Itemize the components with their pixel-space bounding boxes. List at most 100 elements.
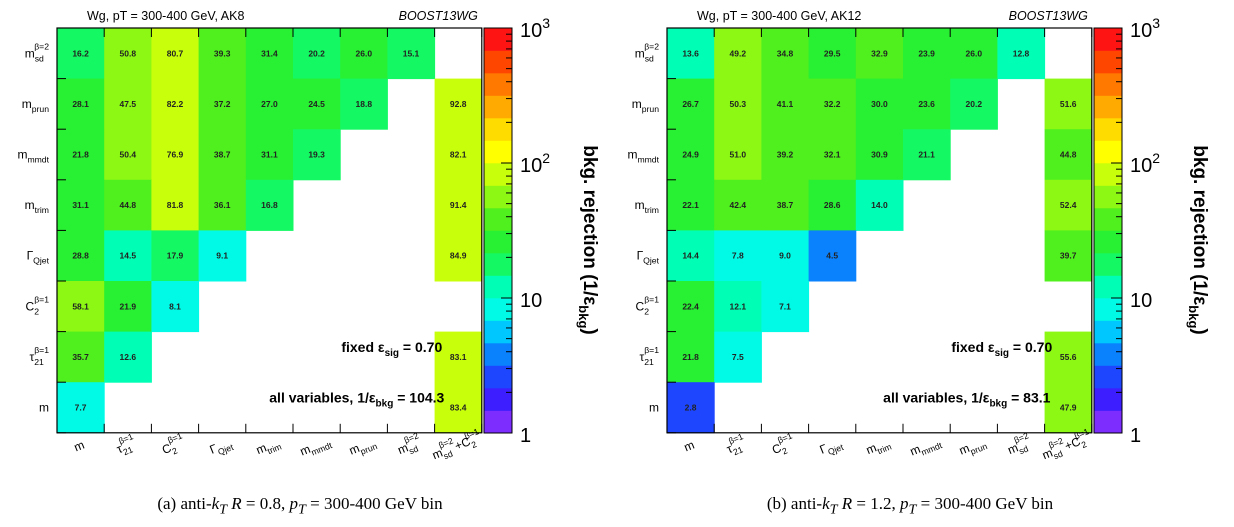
x-tick-label: mprun	[347, 434, 379, 460]
heatmap-cell	[57, 179, 105, 231]
x-tick-label-main: m	[908, 442, 923, 459]
heatmap-cell	[714, 28, 762, 80]
colorbar-band	[1094, 50, 1122, 74]
y-tick-label: m	[39, 401, 49, 415]
y-tick-label: msd β=2	[25, 41, 50, 63]
heatmap-cell	[714, 230, 762, 282]
annotation-signal-efficiency-sub: sig	[385, 348, 399, 359]
heatmap-cell	[714, 179, 762, 231]
heatmap-cell	[104, 281, 152, 333]
caption-b-p: p	[900, 494, 909, 513]
x-tick-label: C2β=1	[158, 430, 188, 459]
cell-value-label: 21.8	[682, 352, 699, 362]
cell-value-label: 20.2	[966, 99, 983, 109]
cell-value-label: 84.9	[450, 251, 467, 261]
y-tick-label-main: m	[39, 401, 49, 415]
annotation-all-variables-value: = 83.1	[1007, 389, 1050, 405]
colorbar-tick-label: 1	[520, 425, 531, 447]
colorbar-title-text: bkg. rejection (1/	[579, 145, 600, 297]
y-tick-label: C2 β=1	[636, 294, 660, 316]
x-tick-label-main: m	[72, 438, 87, 455]
y-tick-label-sup: β=2	[34, 41, 49, 51]
heatmap-cell	[434, 129, 483, 181]
cell-value-label: 4.5	[826, 251, 838, 261]
x-tick-label: mprun	[957, 434, 989, 460]
heatmap-cell	[198, 179, 247, 231]
cell-value-label: 50.3	[730, 99, 747, 109]
x-tick-label-sup: β=1	[727, 431, 745, 446]
x-tick-label: τ21β=1	[723, 431, 750, 459]
colorbar-band	[1094, 73, 1122, 96]
y-tick-label: msd β=2	[635, 41, 660, 63]
y-tick-label-sub: sd	[35, 53, 44, 63]
colorbar-band	[484, 118, 512, 141]
cell-value-label: 28.1	[72, 99, 89, 109]
x-tick-label-main: Γ	[818, 441, 830, 457]
colorbar-band	[484, 275, 512, 299]
cell-value-label: 92.8	[450, 99, 467, 109]
x-tick-label-sub: mmdt	[920, 440, 944, 458]
heatmap-cell	[104, 129, 152, 181]
heatmap-cell	[434, 331, 483, 383]
chart-title: Wg, pT = 300-400 GeV, AK12	[697, 9, 861, 23]
y-tick-label-sup: β=1	[644, 345, 659, 355]
annotation-all-variables: all variables, 1/εbkg = 104.3	[269, 389, 444, 409]
axis-ticks	[666, 27, 1093, 434]
cell-value-label: 50.8	[120, 48, 137, 58]
caption-a-suffix: = 300-400 GeV bin	[305, 494, 443, 513]
colorbar-tick-label-base: 1	[520, 425, 531, 447]
y-tick-label: τ21 β=1	[639, 345, 659, 367]
colorbar-title-text: bkg. rejection (1/	[1189, 145, 1210, 297]
x-tick-label-sub: sd	[442, 449, 454, 462]
colorbar-band	[484, 185, 512, 209]
annotation-all-variables-symbol: ε	[369, 389, 376, 405]
cell-value-label: 39.7	[1060, 251, 1077, 261]
y-tick-label-sub: sd	[645, 53, 654, 63]
colorbar-band	[484, 298, 512, 321]
heatmap-cell	[57, 281, 105, 333]
colorbar-band	[1094, 185, 1122, 209]
heatmap-cell	[57, 331, 105, 383]
colorbar-title: bkg. rejection (1/εbkg)	[576, 145, 600, 334]
x-tick-label-main: m	[347, 441, 362, 458]
annotation-signal-efficiency-prefix: fixed	[951, 339, 988, 355]
annotation-signal-efficiency-value: = 0.70	[1009, 339, 1052, 355]
x-tick-label: ΓQjet	[818, 435, 846, 459]
colorbar-band	[1094, 230, 1122, 254]
heatmap-cell	[761, 78, 810, 130]
heatmap-cell	[293, 129, 341, 181]
cell-value-label: 9.1	[216, 251, 228, 261]
cell-value-label: 14.4	[682, 251, 699, 261]
y-tick-label-sub: mmdt	[27, 155, 49, 165]
heatmap-cell	[855, 78, 904, 130]
caption-b-mid: = 1.2,	[852, 494, 900, 513]
x-tick-label-main: m	[254, 440, 269, 457]
colorbar-band	[1094, 343, 1122, 366]
colorbar-title-symbol: ε	[1189, 296, 1210, 305]
y-tick-label-main: τ	[639, 350, 644, 364]
y-tick-label-main: Γ	[27, 249, 34, 263]
y-tick-label-sub: mmdt	[637, 155, 659, 165]
colorbar-band	[1094, 410, 1122, 434]
heatmap-cell	[151, 28, 200, 80]
heatmap-cell	[667, 179, 715, 231]
caption-a-k-sub: T	[219, 501, 228, 518]
colorbar-band	[484, 208, 512, 231]
x-tick-label: m	[72, 438, 87, 455]
caption-b-suffix: = 300-400 GeV bin	[916, 494, 1054, 513]
heatmap-cell	[57, 230, 105, 282]
caption-b-k: k	[822, 494, 830, 513]
cell-value-label: 7.5	[732, 352, 744, 362]
x-tick-label-main: τ	[115, 441, 125, 456]
heatmap-cell	[667, 28, 715, 80]
cell-value-label: 80.7	[167, 48, 184, 58]
colorbar-tick-label-exponent: 3	[542, 15, 550, 31]
heatmap-chart-ak12: 13.6 49.2 34.8 29.5 32.9 23.9 26.0 12.826.7 50.3…	[627, 9, 1210, 462]
cell-value-label: 20.2	[308, 48, 325, 58]
colorbar-frame	[483, 27, 513, 434]
cell-value-label: 26.7	[682, 99, 699, 109]
colorbar-band	[484, 163, 512, 186]
cell-value-label: 13.6	[682, 48, 699, 58]
heatmap-cell	[761, 129, 810, 181]
